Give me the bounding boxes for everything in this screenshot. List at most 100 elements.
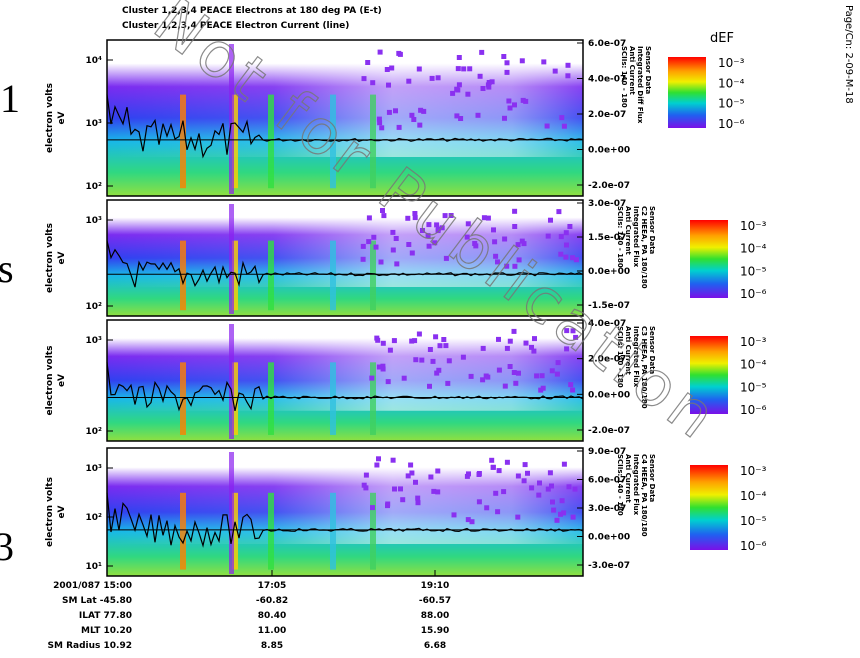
spectrogram-spike: [180, 94, 186, 189]
spectrogram-pixel: [431, 488, 437, 494]
right-tick-label: 0.0e+00: [588, 146, 630, 156]
spectrogram-pixel: [409, 470, 415, 476]
spectrogram-pixel: [481, 215, 487, 221]
spectrogram-pixel: [380, 366, 386, 372]
spectrogram-pixel: [512, 224, 518, 229]
spectrogram-pixel: [573, 257, 579, 263]
spectrogram-pixel: [398, 486, 403, 492]
spectrogram-pixel: [435, 75, 441, 81]
spectrogram-fade: [107, 320, 583, 411]
spectrogram-pixel: [415, 495, 421, 501]
spectrogram-pixel: [469, 519, 475, 525]
spectrogram-pixel: [512, 208, 518, 214]
colorbar-label: 10⁻³: [740, 219, 767, 233]
side-label: Sensor Data: [648, 454, 656, 503]
side-label: Anti Current: [624, 454, 632, 503]
spectrogram-pixel: [465, 517, 471, 523]
spectrogram-spike: [330, 240, 336, 311]
side-label: Sensor Data: [648, 206, 656, 255]
side-label: SCIIs: 140 - 180: [616, 454, 624, 516]
spectrogram-pixel: [544, 123, 550, 129]
spectrogram-pixel: [416, 66, 422, 72]
spectrogram-pixel: [378, 259, 384, 265]
spectrogram-pixel: [393, 236, 399, 241]
side-label: Integrated Flux: [632, 454, 640, 516]
spectrogram-pixel: [511, 328, 517, 334]
colorbar-label: 10⁻⁶: [740, 403, 767, 417]
spectrogram-pixel: [496, 468, 502, 474]
spectrogram-pixel: [515, 473, 521, 479]
spectrogram-pixel: [434, 222, 440, 228]
spectrogram-pixel: [563, 230, 569, 236]
panel-frame: [106, 199, 584, 317]
footer-cell: SM Radius 10.92: [48, 641, 132, 651]
spectrogram-pixel: [405, 473, 411, 479]
spectrogram-pixel: [568, 382, 574, 388]
colorbar: [690, 220, 728, 298]
spectrogram-pixel: [483, 373, 489, 379]
spectrogram-spike: [232, 94, 238, 189]
spectrogram-pixel: [489, 79, 495, 85]
spectrogram-pixel: [445, 380, 451, 386]
spectrogram-pixel: [467, 66, 473, 72]
spectrogram-pixel: [386, 109, 392, 115]
spectrogram-pixel: [408, 462, 414, 468]
spectrogram-fade: [107, 448, 583, 544]
colorbar-label: 10⁻³: [740, 335, 767, 349]
y-axis-unit: eV: [57, 505, 67, 518]
side-label: SCIIs: 140 - 180: [616, 326, 624, 388]
spectrogram-pixel: [502, 115, 507, 121]
spectrogram-pixel: [468, 373, 474, 379]
spectrogram-pixel: [521, 478, 527, 484]
spectrogram-pixel: [495, 509, 501, 515]
spectrogram-pixel: [565, 73, 571, 79]
spectrogram-pixel: [523, 340, 529, 346]
spectrogram-pixel: [558, 251, 564, 257]
y-axis-label: electron volts: [45, 223, 55, 293]
y-tick-label: 10³: [86, 216, 103, 226]
spectrogram-pixel: [561, 510, 567, 516]
spectrogram-pixel: [454, 86, 460, 92]
footer-cell: -60.82: [256, 596, 288, 606]
spectrogram-pixel: [496, 336, 501, 342]
spectrogram-pixel: [475, 112, 481, 118]
spectrogram-pixel: [512, 102, 517, 108]
spectrogram-pixel: [504, 69, 510, 75]
spectrogram-pixel: [504, 345, 510, 351]
spectrogram-pixel: [413, 357, 419, 363]
spectrogram-pixel: [426, 243, 432, 249]
spectrogram-pixel: [448, 213, 454, 218]
colorbar-label: 10⁻⁴: [740, 242, 767, 256]
spectrogram-pixel: [493, 490, 499, 496]
spectrogram-pixel: [558, 234, 564, 240]
colorbar-label: 10⁻⁶: [740, 287, 767, 301]
spectrogram-pixel: [419, 357, 425, 363]
spectrogram-pixel: [456, 82, 462, 88]
spectrogram-pixel: [570, 328, 576, 334]
spectrogram-pixel: [381, 213, 387, 219]
spectrogram-pixel: [446, 358, 452, 364]
right-tick-label: -1.5e-07: [588, 301, 630, 311]
spectrogram-pixel: [485, 215, 491, 221]
spectrogram-pixel: [396, 124, 402, 130]
spectrogram-pixel: [390, 247, 396, 253]
spectrogram-pixel: [418, 107, 424, 113]
right-tick-label: 6.0e-07: [588, 39, 626, 49]
spectrogram-pixel: [406, 242, 412, 247]
spectrogram-pixel: [502, 383, 508, 389]
spectrogram-pixel: [484, 505, 490, 511]
spectrogram-pixel: [421, 108, 427, 114]
colorbar-label: 10⁻⁴: [740, 489, 767, 503]
y-axis-unit: eV: [57, 111, 67, 124]
spectrogram-pixel: [426, 222, 432, 228]
y-tick-label: 10²: [86, 302, 103, 312]
colorbar-label: 10⁻⁴: [740, 358, 767, 372]
spectrogram-pixel: [536, 492, 542, 498]
spectrogram-pixel: [529, 485, 535, 491]
colorbar-label: 10⁻³: [740, 464, 767, 478]
side-label: SCIIs: 140 - 180: [620, 46, 628, 108]
spectrogram-pixel: [551, 507, 557, 513]
spectrogram-pixel: [430, 358, 436, 364]
spectrogram-pixel: [493, 253, 499, 259]
spectrogram-pixel: [361, 76, 367, 82]
